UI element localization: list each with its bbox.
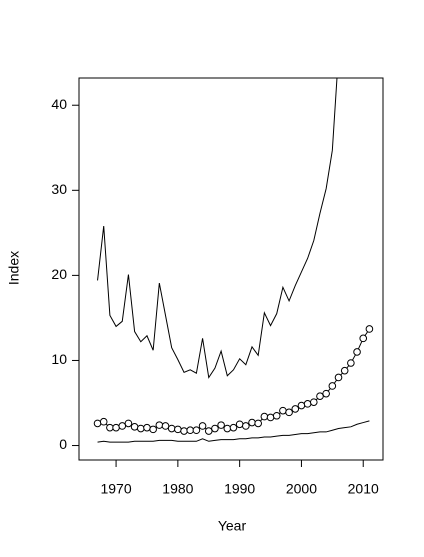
point [309,398,318,406]
point [174,425,182,434]
point [186,426,195,435]
point [291,405,300,413]
point [180,427,188,435]
point [242,422,250,430]
y-tick-label: 20 [51,266,67,282]
point [130,423,139,431]
y-tick-label: 40 [51,96,67,112]
point [99,417,108,426]
point [136,424,145,433]
point [347,359,355,367]
point [211,424,219,433]
point [272,411,281,420]
point [279,406,287,415]
point [285,408,293,417]
point [359,334,368,343]
plot-area [93,78,374,443]
point [155,421,164,429]
point [322,389,330,398]
point [143,423,151,432]
point [192,426,201,435]
point [106,423,114,432]
point [93,419,102,428]
point [254,419,262,428]
x-tick-label: 1990 [224,481,255,497]
x-tick-label: 2000 [286,481,317,497]
point [303,400,312,408]
y-axis-label: Index [6,251,22,285]
point [266,413,275,422]
plot-frame [78,77,384,461]
x-tick-label: 2010 [348,481,379,497]
point [124,419,133,428]
point [260,412,269,421]
point [223,424,232,433]
point [353,348,361,356]
point [217,421,225,429]
point [297,401,306,410]
point [248,418,256,427]
point [316,392,324,400]
series-line [97,78,338,379]
point [118,422,127,430]
point [334,373,343,382]
y-tick-label: 30 [51,181,67,197]
point [229,423,238,432]
point [161,422,170,430]
series-line [97,328,370,432]
point [340,366,349,375]
point [365,325,374,333]
point [149,425,157,434]
x-tick-label: 1970 [100,481,131,497]
point [328,382,337,390]
series-line [97,420,370,443]
point [167,424,176,433]
point [198,422,207,430]
point [204,427,213,435]
point [235,420,244,429]
x-axis-label: Year [218,518,247,534]
y-tick-label: 0 [59,436,67,452]
x-tick-label: 1980 [162,481,193,497]
y-tick-label: 10 [51,351,67,367]
point [112,423,120,432]
